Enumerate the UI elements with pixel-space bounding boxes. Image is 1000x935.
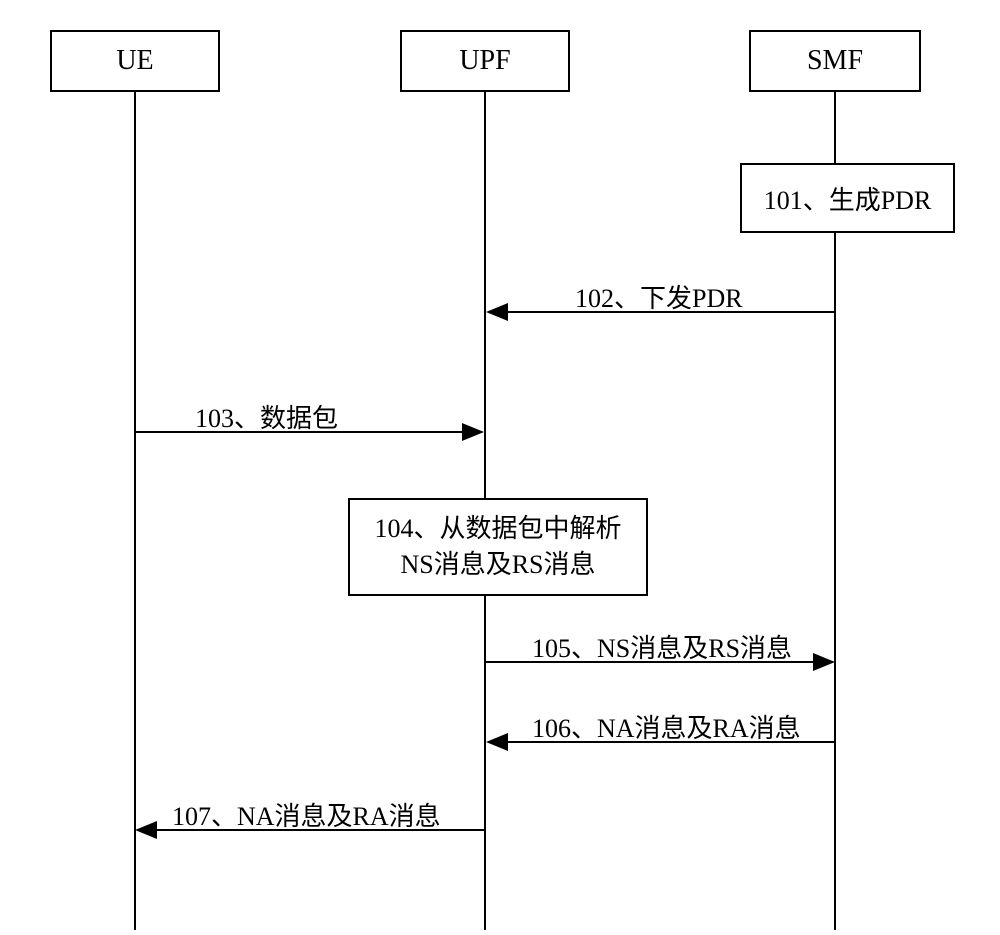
msg-107-arrowhead	[135, 821, 157, 839]
step-104-line1: 104、从数据包中解析	[374, 514, 621, 543]
step-104-box: 104、从数据包中解析 NS消息及RS消息	[348, 498, 648, 596]
msg-102-arrowhead	[486, 303, 508, 321]
msg-103-arrowhead	[462, 423, 484, 441]
actor-ue-header: UE	[50, 30, 220, 92]
lifeline-ue	[134, 92, 136, 930]
actor-upf-header: UPF	[400, 30, 570, 92]
msg-105-label: 105、NS消息及RS消息	[532, 628, 792, 665]
msg-103-label: 103、数据包	[195, 398, 338, 435]
msg-106-arrowhead	[486, 733, 508, 751]
step-104-text: 104、从数据包中解析 NS消息及RS消息	[374, 511, 621, 584]
actor-upf-label: UPF	[459, 45, 510, 77]
step-104-line2: NS消息及RS消息	[400, 550, 595, 579]
step-101-box: 101、生成PDR	[740, 163, 955, 233]
msg-106-label: 106、NA消息及RA消息	[532, 708, 801, 745]
msg-102-label: 102、下发PDR	[575, 278, 743, 315]
msg-107-label: 107、NA消息及RA消息	[172, 796, 441, 833]
actor-smf-label: SMF	[807, 45, 863, 77]
actor-ue-label: UE	[116, 45, 153, 77]
actor-smf-header: SMF	[749, 30, 921, 92]
msg-105-arrowhead	[813, 653, 835, 671]
step-101-text: 101、生成PDR	[764, 180, 932, 217]
